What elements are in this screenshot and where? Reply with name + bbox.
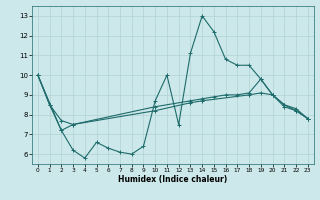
X-axis label: Humidex (Indice chaleur): Humidex (Indice chaleur) <box>118 175 228 184</box>
